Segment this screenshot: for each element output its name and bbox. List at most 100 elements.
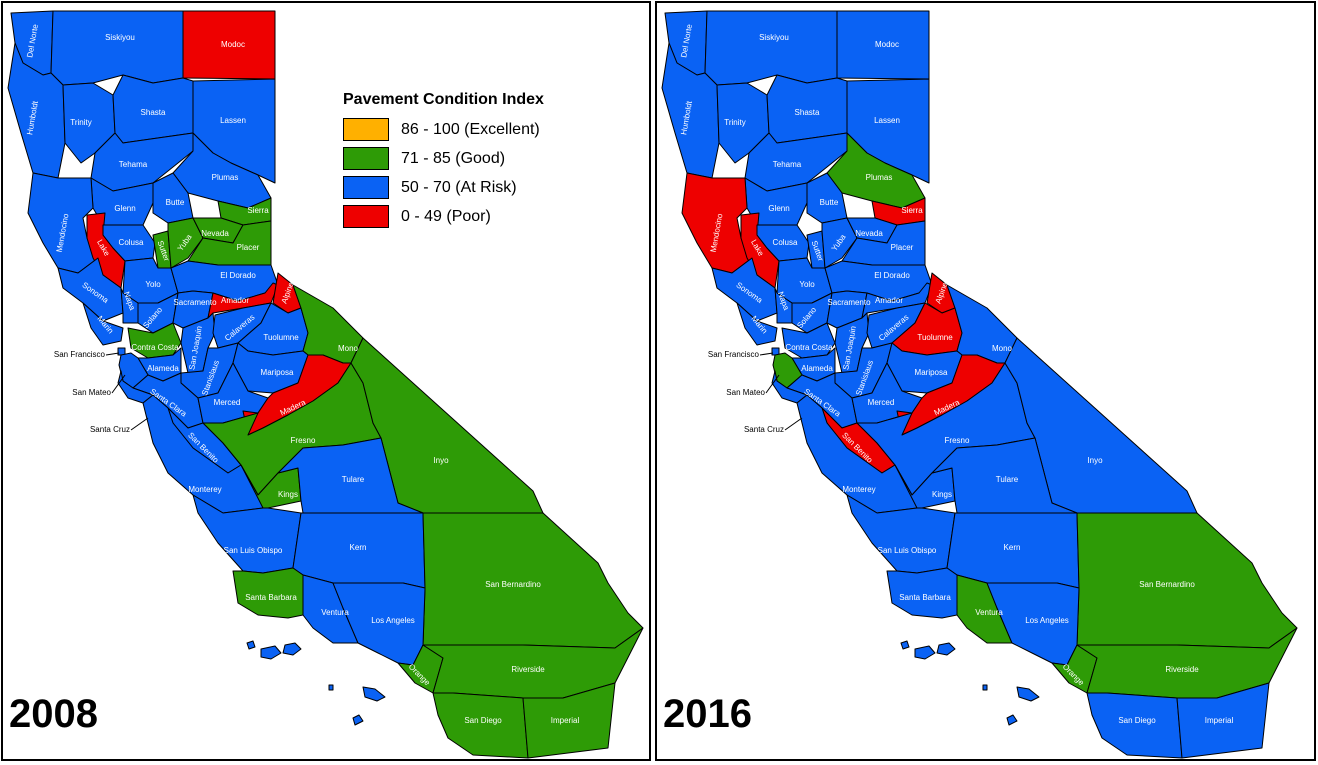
county-label-trinity: Trinity xyxy=(70,118,91,127)
county-contra-costa xyxy=(781,322,836,359)
county-label-santa-barbara: Santa Barbara xyxy=(899,593,951,602)
county-label-santa-cruz: Santa Cruz xyxy=(90,425,130,434)
county-label-kings: Kings xyxy=(278,490,298,499)
county-label-merced: Merced xyxy=(214,398,241,407)
county-label-inyo: Inyo xyxy=(1087,456,1103,465)
county-label-lassen: Lassen xyxy=(220,116,246,125)
county-label-ventura: Ventura xyxy=(321,608,349,617)
county-label-siskiyou: Siskiyou xyxy=(759,33,789,42)
county-label-sierra: Sierra xyxy=(247,206,269,215)
county-label-alameda: Alameda xyxy=(801,364,833,373)
county-islands xyxy=(246,640,256,650)
county-label-shasta: Shasta xyxy=(141,108,166,117)
county-label-placer: Placer xyxy=(237,243,260,252)
county-label-sierra: Sierra xyxy=(901,206,923,215)
county-label-trinity: Trinity xyxy=(724,118,745,127)
county-label-mono: Mono xyxy=(338,344,359,353)
county-label-sacramento: Sacramento xyxy=(173,298,217,307)
county-label-monterey: Monterey xyxy=(188,485,221,494)
county-islands xyxy=(982,684,988,691)
county-marin xyxy=(736,302,778,346)
county-san-diego xyxy=(1086,692,1183,759)
county-label-mariposa: Mariposa xyxy=(915,368,948,377)
county-lake xyxy=(740,212,780,289)
county-label-los-angeles: Los Angeles xyxy=(371,616,415,625)
county-label-tehama: Tehama xyxy=(773,160,802,169)
leader-line-santa-cruz xyxy=(784,417,803,431)
county-label-mono: Mono xyxy=(992,344,1013,353)
county-label-modoc: Modoc xyxy=(221,40,245,49)
county-label-ventura: Ventura xyxy=(975,608,1003,617)
leader-line-santa-cruz xyxy=(130,417,149,431)
legend-title: Pavement Condition Index xyxy=(343,91,544,108)
county-label-san-bernardino: San Bernardino xyxy=(485,580,541,589)
county-label-colusa: Colusa xyxy=(119,238,144,247)
county-label-monterey: Monterey xyxy=(842,485,875,494)
county-label-san-bernardino: San Bernardino xyxy=(1139,580,1195,589)
county-label-amador: Amador xyxy=(875,296,903,305)
county-label-glenn: Glenn xyxy=(114,204,135,213)
county-label-nevada: Nevada xyxy=(201,229,229,238)
county-label-san-francisco: San Francisco xyxy=(708,350,760,359)
county-label-riverside: Riverside xyxy=(511,665,545,674)
county-islands xyxy=(328,684,334,691)
county-label-san-luis-obispo: San Luis Obispo xyxy=(878,546,937,555)
county-label-colusa: Colusa xyxy=(773,238,798,247)
county-label-lassen: Lassen xyxy=(874,116,900,125)
county-label-imperial: Imperial xyxy=(1205,716,1234,725)
county-marin xyxy=(82,302,124,346)
legend-label-excellent: 86 - 100 (Excellent) xyxy=(401,120,540,138)
legend-swatch-excellent xyxy=(343,118,389,141)
county-label-san-mateo: San Mateo xyxy=(72,388,111,397)
county-islands xyxy=(1006,714,1018,726)
county-siskiyou xyxy=(50,10,184,86)
county-label-el-dorado: El Dorado xyxy=(874,271,910,280)
county-label-tuolumne: Tuolumne xyxy=(263,333,299,342)
county-label-butte: Butte xyxy=(166,198,185,207)
county-label-contra-costa: Contra Costa xyxy=(785,343,833,352)
legend-swatch-good xyxy=(343,147,389,170)
leader-line-san-francisco xyxy=(105,352,120,356)
county-label-san-diego: San Diego xyxy=(464,716,502,725)
county-label-yolo: Yolo xyxy=(145,280,161,289)
leader-line-san-francisco xyxy=(759,352,774,356)
county-label-placer: Placer xyxy=(891,243,914,252)
leader-line-san-mateo xyxy=(111,374,126,394)
legend-label-poor: 0 - 49 (Poor) xyxy=(401,207,491,225)
county-label-fresno: Fresno xyxy=(945,436,970,445)
county-label-tulare: Tulare xyxy=(342,475,365,484)
legend-item-at-risk: 50 - 70 (At Risk) xyxy=(343,173,544,202)
leader-line-san-mateo xyxy=(765,374,780,394)
county-label-san-diego: San Diego xyxy=(1118,716,1156,725)
legend-item-excellent: 86 - 100 (Excellent) xyxy=(343,115,544,144)
legend-item-poor: 0 - 49 (Poor) xyxy=(343,202,544,231)
county-contra-costa xyxy=(127,322,182,359)
county-label-san-luis-obispo: San Luis Obispo xyxy=(224,546,283,555)
county-label-tulare: Tulare xyxy=(996,475,1019,484)
county-label-riverside: Riverside xyxy=(1165,665,1199,674)
county-label-siskiyou: Siskiyou xyxy=(105,33,135,42)
county-islands xyxy=(1016,686,1040,702)
legend-item-good: 71 - 85 (Good) xyxy=(343,144,544,173)
county-lake xyxy=(86,212,126,289)
legend-swatch-poor xyxy=(343,205,389,228)
county-label-modoc: Modoc xyxy=(875,40,899,49)
county-label-tehama: Tehama xyxy=(119,160,148,169)
year-label-2016: 2016 xyxy=(663,692,752,736)
county-islands xyxy=(352,714,364,726)
county-imperial xyxy=(522,682,616,759)
county-label-kern: Kern xyxy=(350,543,367,552)
county-label-kern: Kern xyxy=(1004,543,1021,552)
county-label-san-francisco: San Francisco xyxy=(54,350,106,359)
county-islands xyxy=(362,686,386,702)
county-label-santa-cruz: Santa Cruz xyxy=(744,425,784,434)
county-label-plumas: Plumas xyxy=(212,173,239,182)
county-glenn xyxy=(90,177,154,226)
county-label-sacramento: Sacramento xyxy=(827,298,871,307)
county-label-yolo: Yolo xyxy=(799,280,815,289)
county-label-glenn: Glenn xyxy=(768,204,789,213)
county-islands xyxy=(282,642,302,656)
county-label-butte: Butte xyxy=(820,198,839,207)
